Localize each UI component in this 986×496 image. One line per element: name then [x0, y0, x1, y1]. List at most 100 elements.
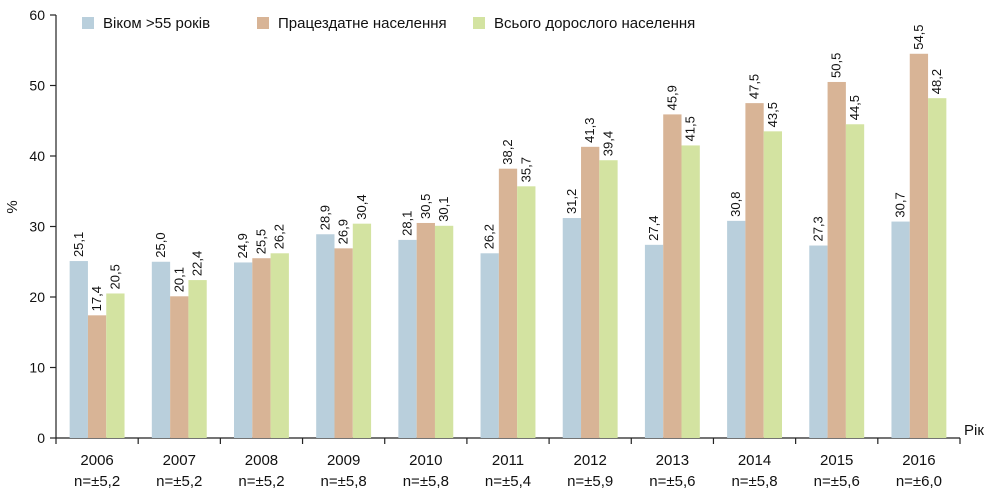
data-label: 54,5: [911, 24, 926, 49]
legend-label: Працездатне населення: [278, 15, 447, 32]
bar: [416, 222, 435, 438]
legend-label: Всього дорослого населення: [494, 15, 695, 32]
data-label: 47,5: [747, 74, 762, 99]
legend-swatch: [257, 17, 269, 29]
data-label: 30,1: [436, 196, 451, 221]
bar: [398, 239, 417, 438]
x-tick-label: 2013: [656, 452, 689, 469]
bar: [170, 296, 189, 438]
bar: [827, 81, 846, 438]
data-labels: 25,1 25,0 24,9 28,9 28,1 26,2 31,2 27,4 30,8 27,3…: [71, 24, 944, 311]
bar: [151, 261, 171, 438]
legend-label: Віком >55 років: [103, 15, 210, 32]
bar: [517, 186, 536, 438]
data-label: 30,7: [893, 192, 908, 217]
data-label: 27,3: [810, 216, 825, 241]
bar: [581, 146, 600, 438]
y-axis-title: %: [4, 200, 21, 213]
x-tick-label: 2010: [409, 452, 442, 469]
bar: [845, 124, 865, 439]
data-label: 43,5: [765, 102, 780, 127]
bars: [69, 53, 947, 439]
y-tick-label: 40: [29, 148, 45, 164]
data-label: 28,1: [400, 211, 415, 236]
data-label: 30,8: [728, 192, 743, 217]
data-label: 28,9: [317, 205, 332, 230]
x-tick-label: 2009: [327, 452, 360, 469]
x-tick-label: 2006: [80, 452, 113, 469]
x-tick-label: 2007: [163, 452, 196, 469]
x-sample-note: n=±5,8: [321, 473, 367, 490]
bar: [352, 223, 372, 438]
bar: [188, 280, 207, 438]
y-tick-label: 50: [29, 78, 45, 94]
legend: Віком >55 років Працездатне населення Всьо…: [82, 15, 695, 32]
bar: [252, 258, 271, 438]
data-label: 38,2: [500, 139, 515, 164]
legend-swatch: [82, 17, 94, 29]
data-label: 26,2: [482, 224, 497, 249]
x-sample-note: n=±5,9: [567, 473, 613, 490]
bar: [727, 220, 746, 438]
x-sample-note: n=±5,2: [74, 473, 120, 490]
data-label: 41,3: [582, 118, 597, 143]
y-tick-label: 10: [29, 360, 45, 376]
data-label: 30,5: [418, 194, 433, 219]
data-label: 44,5: [847, 95, 862, 120]
data-label: 39,4: [600, 131, 615, 156]
data-label: 25,5: [253, 229, 268, 254]
bar: [745, 103, 764, 438]
x-sample-note: n=±5,2: [156, 473, 202, 490]
x-tick-label: 2011: [492, 452, 524, 469]
data-label: 24,9: [235, 233, 250, 258]
data-label: 30,4: [354, 194, 369, 219]
bar: [763, 131, 782, 438]
axes: 0 10 20 30 40 50 60 2006 n=±5,2 2007 n=±5,2 2008 n=±…: [29, 7, 961, 490]
bar: [809, 245, 828, 438]
x-tick-label: 2016: [902, 452, 935, 469]
data-label: 20,5: [107, 264, 122, 289]
data-label: 41,5: [683, 116, 698, 141]
x-tick-label: 2008: [245, 452, 278, 469]
bar: [69, 261, 88, 438]
data-label: 17,4: [89, 286, 104, 311]
bar: [928, 98, 947, 438]
x-sample-note: n=±5,2: [238, 473, 284, 490]
x-tick-label: 2012: [573, 452, 606, 469]
legend-swatch: [473, 17, 485, 29]
data-label: 31,2: [564, 189, 579, 214]
x-sample-note: n=±5,6: [649, 473, 695, 490]
y-tick-label: 20: [29, 289, 45, 305]
data-label: 35,7: [518, 157, 533, 182]
x-sample-note: n=±6,0: [896, 473, 942, 490]
data-label: 25,0: [153, 232, 168, 257]
x-axis-title: Рік: [964, 422, 984, 439]
data-label: 20,1: [171, 267, 186, 292]
data-label: 27,4: [646, 216, 661, 241]
bar: [270, 253, 289, 438]
x-sample-note: n=±5,6: [814, 473, 860, 490]
x-tick-label: 2015: [820, 452, 853, 469]
bar: [562, 218, 582, 438]
bar: [644, 244, 664, 438]
bar: [334, 248, 353, 438]
data-label: 25,1: [71, 232, 86, 257]
bar: [681, 145, 700, 439]
bar: [909, 53, 929, 439]
bar: [663, 114, 682, 438]
x-sample-note: n=±5,8: [403, 473, 449, 490]
y-tick-label: 30: [29, 219, 45, 235]
bar: [498, 168, 518, 438]
bar: [480, 253, 499, 438]
data-label: 26,9: [336, 219, 351, 244]
x-tick-label: 2014: [738, 452, 771, 469]
x-sample-note: n=±5,4: [485, 473, 531, 490]
data-label: 48,2: [929, 69, 944, 94]
bar: [106, 293, 125, 438]
bar: [234, 262, 253, 438]
x-sample-note: n=±5,8: [731, 473, 777, 490]
bar: [891, 221, 910, 438]
data-label: 50,5: [829, 53, 844, 78]
bar: [316, 234, 335, 438]
y-tick-label: 0: [37, 430, 45, 446]
